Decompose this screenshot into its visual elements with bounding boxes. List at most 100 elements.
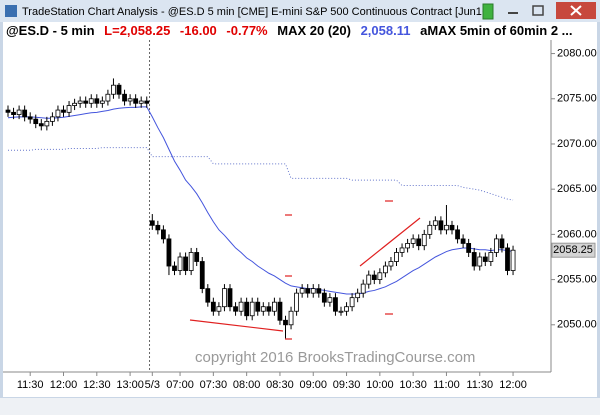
- candle-body: [277, 301, 283, 321]
- y-tick-label: 2080.00: [557, 47, 597, 59]
- candle-body: [177, 256, 183, 271]
- candle-body: [355, 292, 361, 299]
- candle-body: [33, 118, 39, 125]
- x-tick-label: 09:30: [333, 379, 361, 391]
- candle-body: [61, 109, 66, 113]
- candle-body: [499, 238, 505, 249]
- candle-body: [410, 238, 416, 244]
- candle-body: [299, 288, 305, 294]
- candle-body: [377, 272, 383, 280]
- candle-body: [149, 220, 155, 226]
- candle-body: [94, 98, 100, 104]
- candle-body: [255, 301, 261, 312]
- candle-body: [466, 243, 472, 253]
- candle-body: [199, 261, 205, 290]
- candle-body: [99, 100, 105, 104]
- candle-body: [127, 98, 133, 102]
- last-price-box: [551, 242, 596, 258]
- candle-body: [27, 116, 33, 120]
- candle-body: [38, 123, 44, 127]
- candle-body: [160, 229, 166, 240]
- copyright: copyright 2016 BrooksTradingCourse.com: [195, 349, 475, 366]
- candle-body: [238, 301, 244, 312]
- x-tick-label: 12:00: [50, 379, 78, 391]
- candle-body: [477, 256, 483, 267]
- x-tick-label: 11:30: [466, 379, 493, 391]
- net-change: -16.00: [180, 23, 217, 38]
- candle-body: [50, 116, 55, 122]
- x-tick-label: 12:00: [499, 379, 527, 391]
- x-tick-label: 08:30: [266, 379, 294, 391]
- trend-line: [189, 319, 284, 332]
- candle-body: [382, 265, 388, 274]
- candle-body: [438, 220, 444, 231]
- candle-body: [22, 109, 28, 118]
- candle-body: [294, 292, 300, 312]
- candle-body: [249, 301, 255, 317]
- candle-body: [405, 243, 411, 249]
- candle-body: [432, 220, 438, 226]
- candle-body: [283, 319, 288, 326]
- status-button[interactable]: [482, 3, 494, 20]
- candle-body: [310, 288, 316, 294]
- candle-body: [194, 252, 200, 262]
- candle-body: [344, 306, 349, 312]
- candle-body: [449, 224, 455, 231]
- candle-body: [55, 109, 61, 118]
- indicator-name: aMAX 5min of 60min 2 ...: [420, 23, 572, 38]
- trend-line: [359, 217, 421, 267]
- candle-body: [360, 283, 366, 294]
- candle-body: [155, 224, 161, 231]
- y-tick-label: 2055.00: [557, 273, 597, 285]
- candle-body: [394, 252, 399, 262]
- x-tick-label: 07:00: [166, 379, 194, 391]
- candle-body: [327, 297, 333, 303]
- candle-body: [493, 238, 499, 253]
- candle-body: [222, 288, 227, 308]
- candle-body: [305, 288, 311, 294]
- x-tick-label: 13:00: [116, 379, 144, 391]
- y-tick-label: 2070.00: [557, 138, 597, 150]
- candle-body: [44, 120, 50, 127]
- maximize-button[interactable]: [532, 5, 544, 16]
- candle-body: [488, 252, 494, 262]
- x-tick-label: 08:00: [233, 379, 261, 391]
- candle-body: [105, 93, 111, 102]
- candle-body: [138, 100, 144, 104]
- candle-body: [188, 252, 194, 271]
- y-tick-label: 2060.00: [557, 228, 597, 240]
- chart-header: @ES.D - 5 min L=2,058.25 -16.00 -0.77% M…: [6, 23, 573, 38]
- candle-body: [460, 238, 466, 244]
- candle-body: [471, 252, 477, 267]
- candle-body: [5, 109, 11, 113]
- candle-body: [388, 261, 394, 267]
- chart-area: [3, 22, 597, 397]
- candle-body: [399, 247, 405, 253]
- last-price: L=2,058.25: [104, 23, 170, 38]
- candle-body: [421, 233, 427, 247]
- candle-body: [271, 301, 277, 312]
- candle-body: [416, 238, 422, 247]
- x-tick-label: 10:30: [399, 379, 427, 391]
- candle-body: [216, 306, 222, 312]
- candle-body: [321, 292, 327, 303]
- window-title: TradeStation Chart Analysis - @ES.D 5 mi…: [22, 6, 491, 18]
- candle-body: [72, 102, 77, 106]
- indicator-value: 2,058.11: [361, 23, 411, 38]
- drawing-tools: [189, 200, 421, 340]
- candle-body: [83, 100, 89, 104]
- title-bar: [0, 0, 600, 22]
- candle-body: [266, 306, 272, 312]
- candle-body: [233, 306, 238, 312]
- x-tick-label: 5/3: [145, 379, 160, 391]
- x-tick-label: 07:30: [200, 379, 228, 391]
- candle-body: [260, 306, 266, 312]
- candle-body: [366, 274, 372, 285]
- x-tick-label: 12:30: [83, 379, 111, 391]
- candle-body: [116, 84, 122, 95]
- candle-body: [16, 109, 22, 115]
- candle-body: [338, 310, 344, 313]
- candle-body: [122, 93, 127, 102]
- candle-body: [288, 310, 294, 326]
